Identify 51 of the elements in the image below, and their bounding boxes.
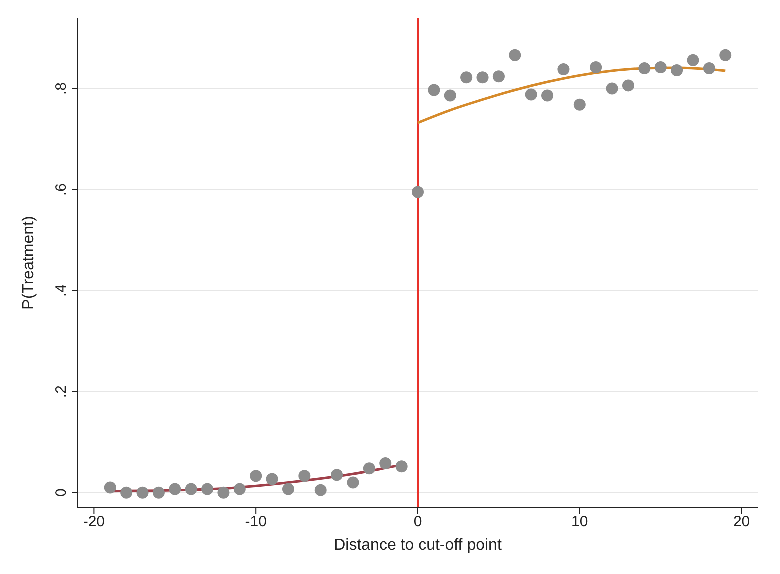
point bbox=[703, 62, 716, 75]
point bbox=[396, 460, 408, 473]
y-tick-label: .2 bbox=[53, 386, 70, 398]
y-tick-label: .8 bbox=[53, 82, 70, 95]
point bbox=[444, 90, 456, 102]
point bbox=[509, 49, 522, 62]
point bbox=[298, 470, 311, 482]
point bbox=[720, 49, 732, 62]
point bbox=[671, 64, 684, 77]
point bbox=[380, 458, 392, 470]
point bbox=[363, 462, 376, 475]
point bbox=[428, 84, 440, 96]
point bbox=[606, 82, 618, 95]
x-tick-label: 20 bbox=[733, 514, 750, 531]
point bbox=[558, 64, 570, 76]
x-axis-title: Distance to cut-off point bbox=[334, 537, 502, 554]
point bbox=[266, 473, 278, 486]
y-tick-label: .4 bbox=[53, 284, 70, 298]
x-tick-label: -10 bbox=[245, 514, 267, 531]
point bbox=[136, 486, 149, 499]
x-tick-label: 10 bbox=[572, 514, 588, 531]
point bbox=[347, 476, 360, 489]
x-tick-label: -20 bbox=[83, 514, 106, 531]
point bbox=[120, 486, 133, 499]
point bbox=[250, 470, 262, 482]
point bbox=[202, 483, 214, 496]
point bbox=[104, 482, 116, 494]
point bbox=[525, 88, 538, 101]
y-tick-label: .6 bbox=[53, 183, 70, 196]
point bbox=[185, 483, 198, 496]
point bbox=[152, 486, 165, 499]
point bbox=[687, 54, 700, 66]
point bbox=[590, 62, 602, 74]
point bbox=[622, 80, 634, 92]
point bbox=[331, 469, 344, 482]
point bbox=[234, 483, 246, 496]
point bbox=[476, 72, 489, 84]
point bbox=[492, 70, 505, 83]
point bbox=[654, 62, 667, 74]
point bbox=[218, 486, 230, 499]
point bbox=[542, 90, 554, 102]
y-tick-label: 0 bbox=[53, 488, 70, 498]
x-tick-label: 0 bbox=[414, 514, 422, 531]
y-axis-title: P(Treatment) bbox=[20, 216, 38, 310]
point bbox=[574, 98, 586, 111]
point bbox=[282, 483, 294, 496]
point bbox=[412, 186, 424, 198]
point bbox=[460, 72, 473, 84]
point bbox=[638, 62, 651, 75]
point bbox=[314, 484, 327, 496]
point bbox=[169, 483, 182, 496]
